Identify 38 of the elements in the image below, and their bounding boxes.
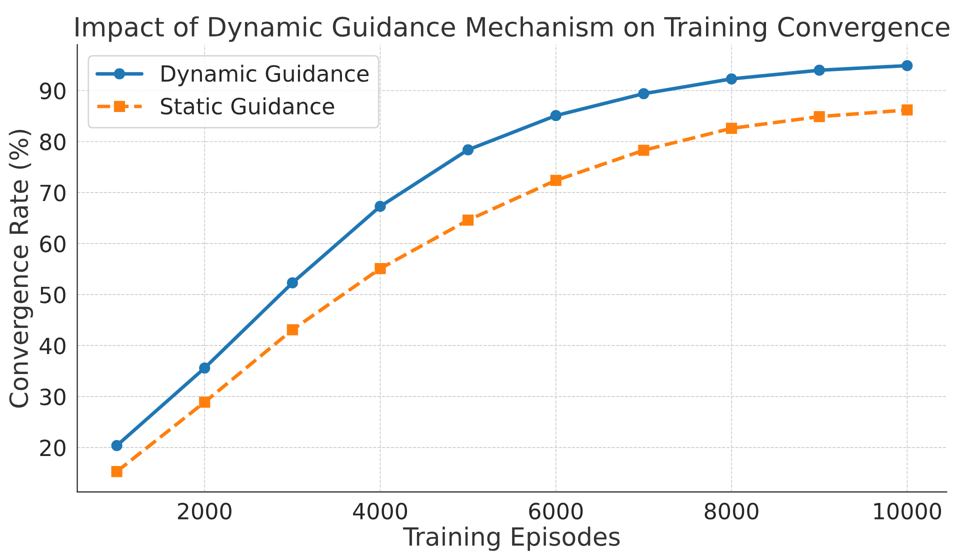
- x-tick-label: 6000: [529, 502, 583, 520]
- point: [550, 110, 562, 122]
- legend-label: Dynamic Guidance: [162, 64, 369, 86]
- point: [902, 104, 913, 116]
- point: [374, 263, 386, 274]
- y-tick-label: 90: [40, 82, 66, 100]
- point: [550, 174, 562, 186]
- x-tick-label: 10000: [874, 502, 942, 520]
- y-tick-label: 50: [40, 286, 66, 304]
- y-tick-label: 70: [40, 184, 66, 202]
- point: [814, 64, 825, 76]
- point: [286, 277, 298, 288]
- x-tick-label: 4000: [353, 502, 408, 520]
- point: [638, 88, 650, 100]
- x-tick-label: 8000: [704, 502, 758, 520]
- point: [814, 111, 825, 122]
- y-axis-title: Convergence Rate (%): [8, 130, 34, 408]
- point: [111, 466, 122, 478]
- y-tick-label: 60: [40, 236, 66, 252]
- point: [111, 440, 122, 452]
- y-tick-label: 40: [40, 338, 66, 354]
- point: [286, 324, 298, 336]
- x-axis-title: Training Episodes: [403, 526, 620, 551]
- chart-title: Impact of Dynamic Guidance Mechanism on Training Convergence: [76, 16, 950, 42]
- y-tick-label: 20: [40, 440, 66, 456]
- point: [199, 362, 210, 374]
- y-tick-label: 80: [40, 134, 66, 150]
- point: [462, 214, 474, 226]
- point: [902, 60, 913, 72]
- point: [638, 144, 650, 156]
- point: [374, 200, 386, 212]
- point: [199, 396, 210, 408]
- point: [726, 122, 738, 134]
- x-tick-label: 2000: [178, 502, 232, 520]
- y-tick-label: 30: [40, 388, 66, 406]
- legend-label: Static Guidance: [160, 97, 334, 115]
- point: [726, 73, 738, 84]
- point: [462, 144, 474, 156]
